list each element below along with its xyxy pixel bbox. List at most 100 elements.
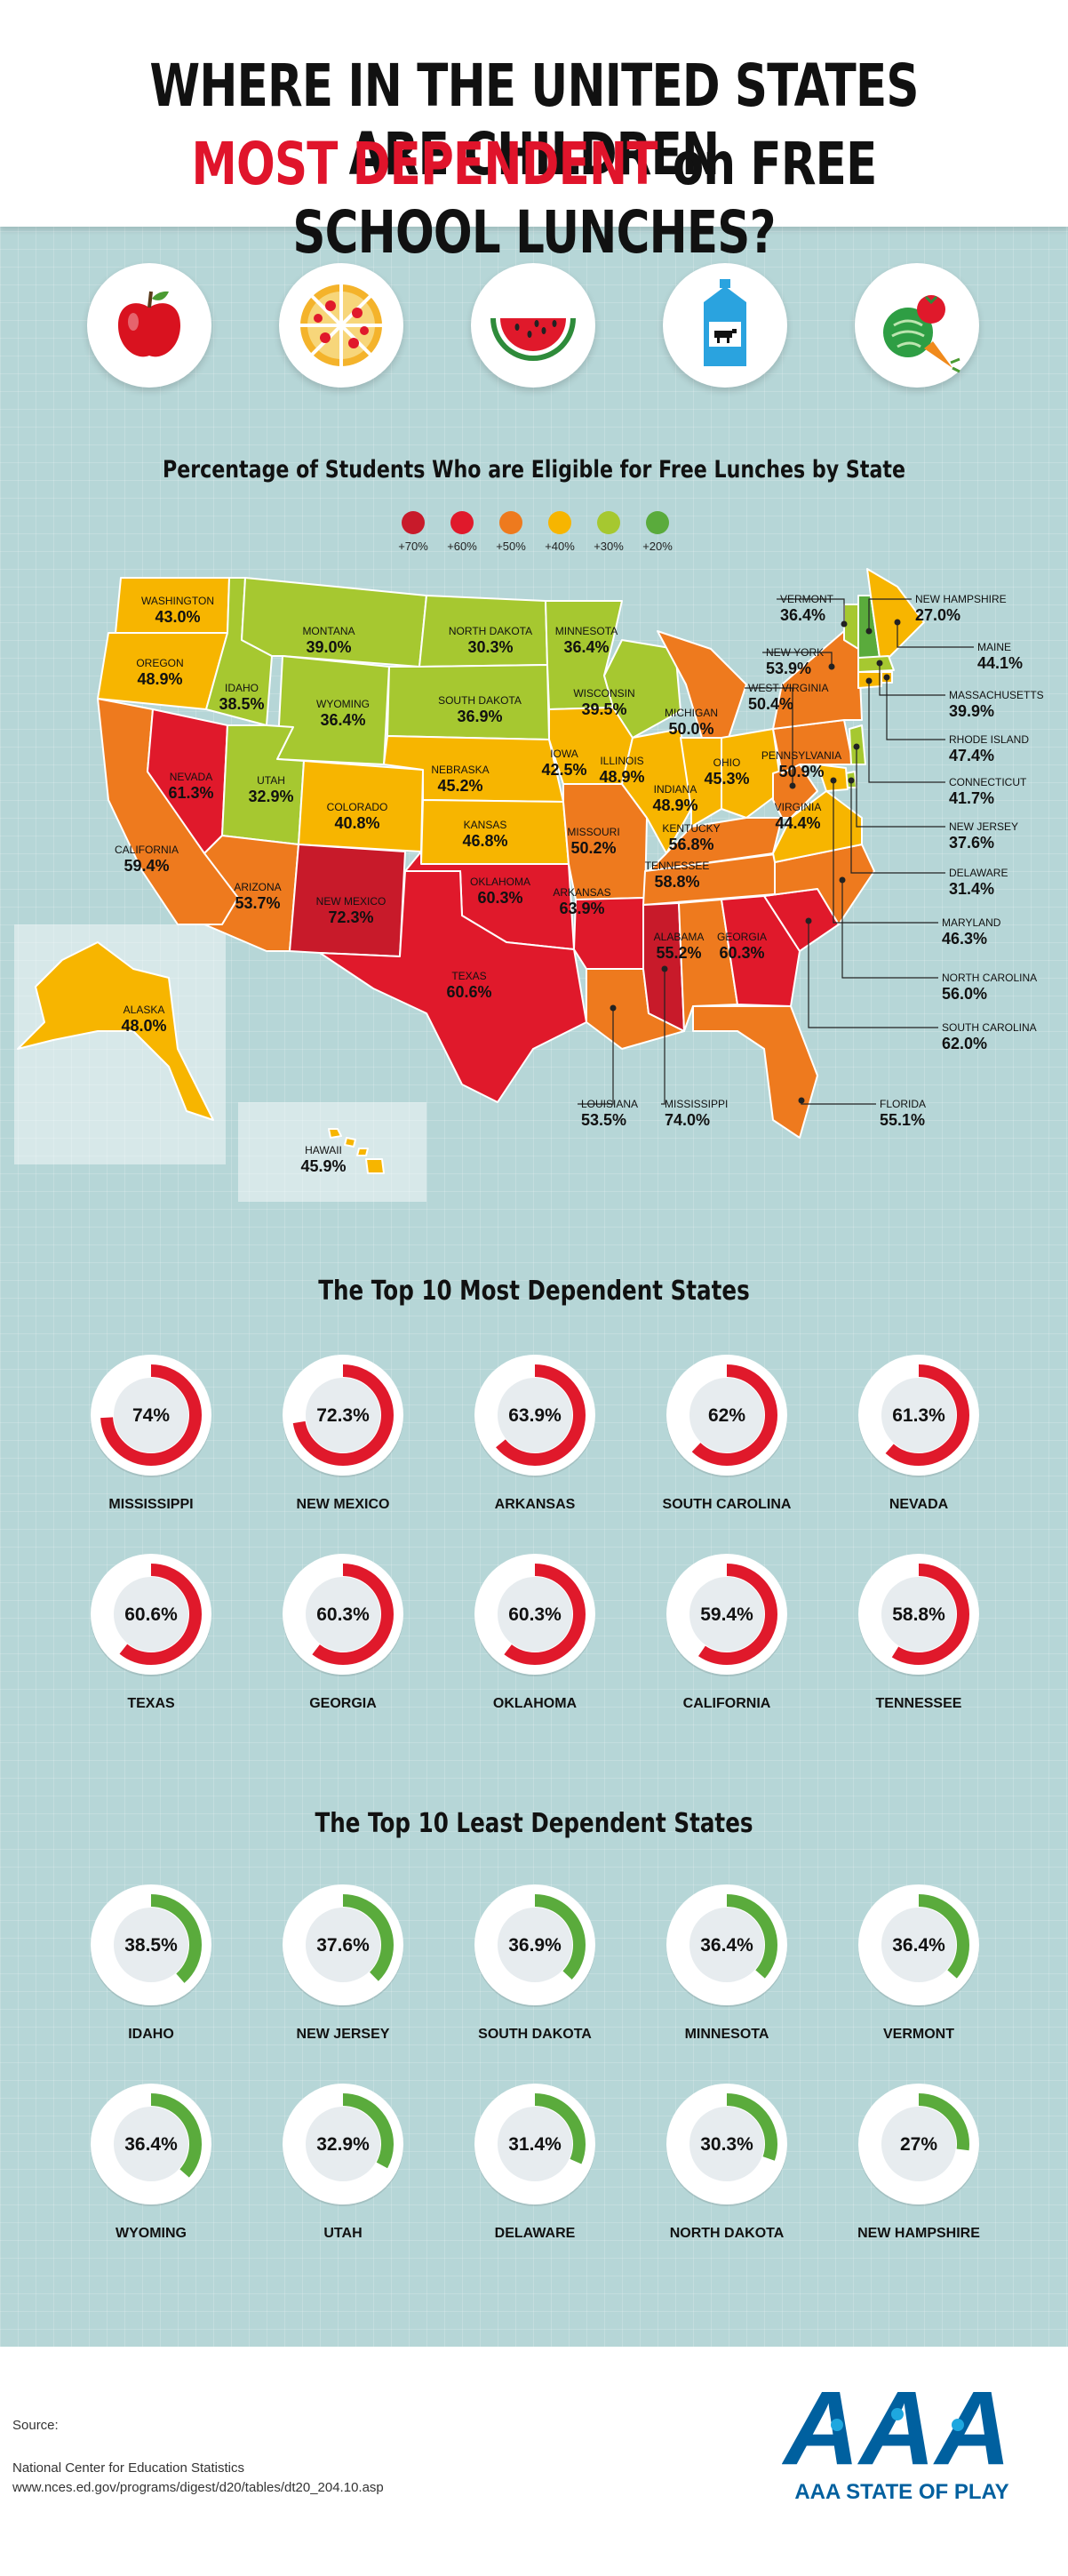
most-value-oklahoma: 60.3% (508, 1604, 562, 1625)
state-indiana (680, 737, 722, 828)
state-value-kentucky: 56.8% (668, 836, 713, 853)
leader-dot-new-hampshire (865, 628, 873, 635)
most-donut-chart-california: 59.4% (666, 1554, 787, 1676)
state-name-montana: MONTANA (302, 625, 355, 637)
leader-dot-connecticut (865, 677, 873, 684)
most-donut-chart-new-mexico: 72.3% (283, 1355, 403, 1477)
state-value-alaska: 48.0% (121, 1017, 166, 1035)
donut-center (498, 2107, 572, 2181)
state-hawaii (328, 1128, 342, 1139)
most-label-california: CALIFORNIA (682, 1696, 771, 1711)
legend-item-70: +70% (391, 511, 435, 553)
state-value-louisiana: 53.5% (581, 1111, 626, 1129)
least-label-south-dakota: SOUTH DAKOTA (478, 2027, 592, 2042)
milk-carton-icon (663, 263, 787, 388)
donut-center (498, 1378, 572, 1452)
least-donut-north-dakota: 30.3% NORTH DAKOTA (638, 2082, 816, 2260)
leader-dot-rhode-island (883, 674, 890, 681)
least-value-wyoming: 36.4% (124, 2134, 178, 2155)
leader-dot-vermont (841, 620, 848, 628)
most-label-oklahoma: OKLAHOMA (492, 1696, 578, 1711)
least-ring-south-dakota (484, 1894, 586, 1996)
most-ring-arkansas (484, 1364, 586, 1466)
legend-item-20: +20% (635, 511, 680, 553)
leader-dot-massachusetts (876, 660, 883, 667)
least-value-new-hampshire: 27% (900, 2134, 937, 2155)
legend-item-40: +40% (538, 511, 582, 553)
state-name-wisconsin: WISCONSIN (573, 687, 634, 700)
legend-dot-20 (646, 511, 669, 534)
most-label-mississippi: MISSISSIPPI (108, 1497, 194, 1512)
state-name-nevada: NEVADA (170, 771, 212, 783)
least-label-utah: UTAH (323, 2226, 363, 2241)
state-name-indiana: INDIANA (654, 783, 697, 796)
leader-line-south-carolina (808, 921, 938, 1028)
least-label-north-dakota: NORTH DAKOTA (669, 2226, 785, 2241)
leader-line-mississippi (661, 969, 666, 1105)
state-name-delaware: DELAWARE (949, 867, 1008, 879)
most-value-mississippi: 74% (132, 1405, 170, 1426)
least-label-new-jersey: NEW JERSEY (296, 2027, 390, 2042)
state-georgia (721, 895, 801, 1007)
most-value-nevada: 61.3% (892, 1405, 945, 1426)
donut-center (114, 1908, 188, 1982)
most-donut-georgia: 60.3% GEORGIA (254, 1552, 432, 1730)
leader-dot-new-jersey (853, 743, 860, 750)
most-value-tennessee: 58.8% (892, 1604, 945, 1625)
least-donut-new-hampshire: 27% NEW HAMPSHIRE (830, 2082, 1008, 2260)
most-donut-chart-arkansas: 63.9% (474, 1355, 595, 1477)
state-name-ohio: OHIO (713, 756, 741, 769)
most-donut-tennessee: 58.8% TENNESSEE (830, 1552, 1008, 1730)
state-name-nebraska: NEBRASKA (431, 764, 489, 776)
least-donut-delaware: 31.4% DELAWARE (446, 2082, 624, 2260)
state-name-arizona: ARIZONA (234, 881, 281, 893)
least-donut-idaho: 38.5% IDAHO (62, 1883, 240, 2060)
leader-dot-florida (798, 1097, 805, 1104)
most-value-south-carolina: 62% (708, 1405, 745, 1426)
least-dependent-title: The Top 10 Least Dependent States (315, 1808, 753, 1839)
most-ring-california (676, 1564, 777, 1665)
state-florida (692, 1005, 818, 1139)
least-label-new-hampshire: NEW HAMPSHIRE (857, 2226, 980, 2241)
least-label-idaho: IDAHO (128, 2027, 174, 2042)
state-name-new-york: NEW YORK (766, 646, 824, 659)
title-line-2: MOST DEPENDENT on FREE SCHOOL LUNCHES? (117, 130, 951, 267)
most-donut-mississippi: 74% MISSISSIPPI (62, 1353, 240, 1531)
state-value-oklahoma: 60.3% (477, 889, 522, 907)
leader-line-north-carolina (841, 880, 938, 979)
donut-center (881, 2107, 956, 2181)
donut-center (114, 1577, 188, 1652)
state-ohio (721, 728, 783, 819)
legend-label-30: +30% (594, 540, 624, 553)
state-value-wisconsin: 39.5% (581, 700, 626, 718)
legend-label-70: +70% (398, 540, 428, 553)
state-value-south-carolina: 62.0% (942, 1035, 987, 1052)
least-ring-minnesota (676, 1894, 777, 1996)
state-name-idaho: IDAHO (225, 682, 259, 694)
state-value-wyoming: 36.4% (320, 711, 365, 729)
most-ring-nevada (868, 1364, 969, 1466)
least-value-vermont: 36.4% (892, 1935, 945, 1956)
leader-line-connecticut (868, 681, 945, 783)
donut-center (114, 1378, 188, 1452)
state-value-rhode-island: 47.4% (949, 747, 994, 764)
state-value-idaho: 38.5% (219, 695, 264, 713)
map-legend: +70% +60% +50% +40% +30% +20% (391, 511, 684, 564)
most-donut-chart-oklahoma: 60.3% (474, 1554, 595, 1676)
least-ring-north-dakota (676, 2093, 777, 2195)
legend-dot-30 (597, 511, 620, 534)
donut-center (306, 2107, 380, 2181)
state-name-arkansas: ARKANSAS (553, 886, 610, 899)
least-value-idaho: 38.5% (124, 1935, 178, 1956)
donut-center (881, 1908, 956, 1982)
aaa-logo-icon: AAA (782, 2379, 1011, 2476)
most-donut-chart-georgia: 60.3% (283, 1554, 403, 1676)
state-name-michigan: MICHIGAN (665, 707, 718, 719)
state-name-pennsylvania: PENNSYLVANIA (761, 749, 841, 762)
most-label-georgia: GEORGIA (309, 1696, 377, 1711)
state-value-washington: 43.0% (155, 608, 200, 626)
state-value-mississippi: 74.0% (665, 1111, 710, 1129)
leader-line-rhode-island (886, 677, 945, 740)
state-value-ohio: 45.3% (704, 770, 749, 788)
leader-line-west-virginia (745, 687, 793, 786)
